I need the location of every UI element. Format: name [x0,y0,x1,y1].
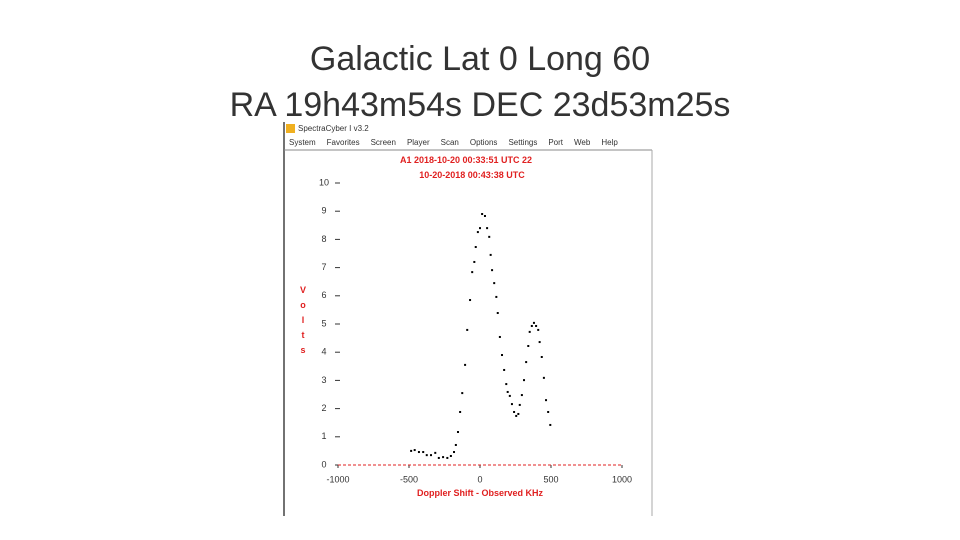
data-point [425,454,428,457]
data-point [525,361,528,364]
menu-item[interactable]: System [289,138,316,147]
data-point [481,213,484,216]
y-tick-label: 5 [321,318,326,328]
data-point [456,431,459,434]
data-point [495,295,498,298]
chart-header: A1 2018-10-20 00:33:51 UTC 22 [400,155,532,165]
app-icon [286,124,295,133]
data-point [505,383,508,386]
data-point [535,324,538,327]
data-point [453,451,456,454]
data-point [473,260,476,263]
app-window [283,122,653,516]
data-point [449,454,452,457]
data-point [476,231,479,234]
data-point [493,282,496,285]
x-tick-label: -1000 [326,474,349,484]
data-point [508,394,511,397]
plot: 0 1 2 3 4 5 6 7 8 9 10 -1000 -500 0 500 1000 [319,177,632,484]
menu-item[interactable]: Settings [508,138,537,147]
x-tick-label: 0 [477,474,482,484]
data-point [454,443,457,446]
chart-header: 10-20-2018 00:43:38 UTC [419,170,525,180]
menu-bar: System Favorites Screen Player Scan Options Se… [289,138,618,147]
data-point [496,312,499,315]
data-point [518,403,521,406]
menu-item[interactable]: Options [470,138,498,147]
data-point [483,214,486,217]
data-point [503,368,506,371]
data-point [498,335,501,338]
data-point [517,412,520,415]
y-tick-label: 4 [321,347,326,357]
data-point [547,410,550,413]
data-point [515,414,518,417]
slide-title: RA 19h43m54s DEC 23d53m25s [230,86,731,124]
data-point [528,330,531,333]
y-tick-label: 9 [321,206,326,216]
data-point [540,355,543,358]
data-point [538,341,541,344]
menu-item[interactable]: Help [601,138,618,147]
data-point [442,456,445,459]
data-point [549,423,552,426]
data-point [486,227,489,230]
data-point [542,376,545,379]
data-point [527,344,530,347]
data-point [510,403,513,406]
data-point [489,253,492,256]
data-point [506,390,509,393]
x-tick-label: -500 [400,474,418,484]
data-point [532,321,535,324]
y-tick-label: 6 [321,290,326,300]
window-title: SpectraCyber I v3.2 [298,124,369,133]
data-point [437,456,440,459]
data-point [523,379,526,382]
data-point [469,299,472,302]
menu-item[interactable]: Screen [371,138,396,147]
data-point [434,451,437,454]
data-point [471,271,474,274]
data-point [479,227,481,230]
data-point [461,392,464,395]
data-point [459,410,462,413]
x-axis-label: Doppler Shift - Observed KHz [417,488,544,498]
data-point [537,328,540,331]
menu-item[interactable]: Favorites [327,138,360,147]
x-tick-label: 1000 [612,474,632,484]
y-tick-label: 1 [321,431,326,441]
data-point [422,451,425,454]
data-point [417,451,420,454]
y-tick-label: 7 [321,262,326,272]
menu-item[interactable]: Port [548,138,563,147]
data-point [464,363,467,366]
menu-item[interactable]: Scan [441,138,459,147]
data-point [446,456,449,459]
data-point [513,410,516,413]
y-tick-label: 8 [321,234,326,244]
data-point [488,235,491,238]
data-point [520,394,523,397]
data-point [466,328,469,331]
data-point [491,269,494,272]
y-tick-label: 0 [321,459,326,469]
data-point [410,449,413,452]
data-point [474,246,477,249]
data-point [430,454,433,457]
x-tick-label: 500 [543,474,558,484]
data-point [501,354,504,357]
data-point [413,449,416,452]
y-tick-label: 3 [321,375,326,385]
data-point [545,399,548,402]
data-point [530,324,533,327]
slide-title: Galactic Lat 0 Long 60 [310,40,650,78]
y-tick-label: 10 [319,177,329,187]
menu-item[interactable]: Web [574,138,591,147]
menu-item[interactable]: Player [407,138,430,147]
y-axis-label: Volts [298,285,308,360]
y-tick-label: 2 [321,403,326,413]
